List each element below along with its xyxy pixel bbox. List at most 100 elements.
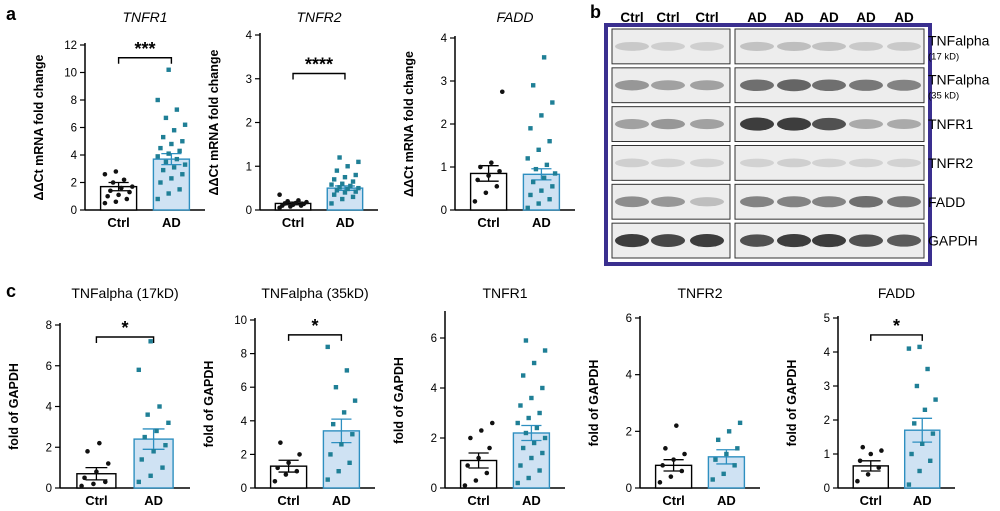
data-point-ad [542, 435, 548, 441]
significance-bracket [287, 334, 343, 341]
y-tick-label: 2 [431, 433, 437, 445]
x-tick-label-ad: AD [162, 215, 181, 230]
data-point-ad [724, 451, 729, 457]
data-point-ad [925, 366, 930, 372]
data-point-ad [336, 469, 341, 474]
y-tick-label: 10 [64, 68, 77, 80]
chart-title: TNFR2 [677, 285, 722, 301]
significance-bracket [117, 57, 173, 64]
lane-label-ctrl: Ctrl [695, 10, 718, 25]
x-tick-label-ad: AD [332, 493, 351, 508]
data-point-ctrl [475, 177, 480, 183]
data-point-ad [350, 194, 356, 200]
data-point-ad [347, 460, 352, 465]
data-point-ad [518, 463, 523, 468]
blot-band [849, 195, 883, 208]
data-point-ad [166, 67, 171, 72]
data-point-ctrl [296, 198, 301, 203]
x-tick-label-ctrl: Ctrl [477, 215, 499, 230]
blot-row-sublabel: (17 kD) [928, 51, 959, 62]
data-point-ctrl [486, 173, 491, 178]
data-point-ad [356, 185, 361, 191]
blot-band [777, 158, 811, 168]
data-point-ad [539, 113, 544, 118]
data-point-ad [541, 55, 547, 60]
data-point-ad [328, 452, 333, 457]
y-tick-label: 0 [441, 205, 447, 217]
data-point-ad [550, 100, 555, 105]
significance-bracket [870, 334, 923, 341]
blot-band [651, 234, 685, 247]
data-point-ad [139, 457, 144, 462]
blot-band [651, 196, 685, 207]
y-axis-label: fold of GAPDH [7, 363, 21, 450]
y-tick-label: 3 [246, 74, 252, 86]
data-point-ad [148, 339, 153, 344]
data-point-ctrl [285, 198, 290, 204]
data-point-ad [158, 145, 163, 151]
data-point-ctrl [286, 460, 291, 466]
chart-tnfa35-protein: TNFalpha (35kD) fold of GAPDH 0 2 4 6 8 10 Ctrl A… [202, 285, 375, 508]
data-point-ad [334, 188, 340, 193]
data-point-ad [341, 410, 347, 415]
data-point-ad [166, 420, 171, 425]
data-point-ctrl [876, 465, 882, 470]
chart-tnfr1-protein: TNFR1 fold of GAPDH 0 2 4 6 Ctrl AD [392, 285, 565, 508]
panel-label-a: a [6, 4, 17, 24]
data-point-ctrl [668, 474, 674, 479]
blot-band [887, 79, 921, 91]
data-point-ctrl [116, 192, 121, 198]
y-tick-label: 1 [246, 161, 252, 173]
x-tick-label-ad: AD [522, 493, 541, 508]
blot-band [740, 79, 774, 92]
data-point-ad [544, 162, 550, 168]
data-point-ctrl [487, 445, 492, 451]
y-tick-label: 4 [824, 347, 831, 359]
chart-title: FADD [878, 285, 915, 301]
y-tick-label: 4 [246, 30, 253, 42]
y-axis-label: ΔΔCt mRNA fold change [207, 49, 221, 195]
blot-band [887, 196, 921, 208]
x-tick-label-ctrl: Ctrl [107, 215, 129, 230]
data-point-ad [174, 156, 180, 162]
y-tick-label: 4 [241, 416, 248, 428]
panel-label-c: c [6, 281, 16, 301]
y-tick-label: 4 [626, 370, 633, 382]
data-point-ad [169, 141, 174, 147]
data-point-ctrl [476, 455, 481, 461]
significance-bracket [292, 72, 346, 80]
data-point-ad [541, 175, 547, 180]
data-point-ad [542, 348, 548, 353]
blot-band [690, 119, 724, 130]
significance-marker: * [311, 316, 318, 336]
x-tick-label-ad: AD [144, 493, 163, 508]
blot-band [812, 196, 846, 208]
data-point-ad [920, 441, 925, 446]
data-point-ad [155, 97, 160, 103]
blot-band [777, 41, 811, 52]
data-point-ad [330, 421, 336, 427]
y-axis-label: fold of GAPDH [202, 361, 216, 448]
data-point-ctrl [283, 472, 289, 477]
y-axis-label: ΔΔCt mRNA fold change [402, 51, 416, 197]
blot-band [849, 234, 883, 247]
blot-row-label: FADD [928, 194, 965, 210]
x-tick-label-ad: AD [717, 493, 736, 508]
y-tick-label: 10 [234, 315, 247, 327]
data-point-ad [174, 107, 180, 112]
blot-band [615, 119, 649, 130]
data-point-ctrl [868, 451, 874, 457]
y-tick-label: 4 [71, 150, 78, 162]
y-tick-label: 1 [441, 162, 447, 174]
data-point-ad [160, 465, 165, 470]
data-point-ctrl [468, 435, 473, 441]
blot-band [812, 79, 846, 92]
y-tick-label: 3 [441, 76, 447, 88]
blot-band [777, 117, 811, 131]
data-point-ad [177, 187, 182, 192]
y-tick-label: 6 [241, 382, 247, 394]
data-point-ad [914, 383, 920, 389]
blot-row-label: TNFR1 [928, 116, 973, 132]
data-point-ad [530, 83, 536, 88]
